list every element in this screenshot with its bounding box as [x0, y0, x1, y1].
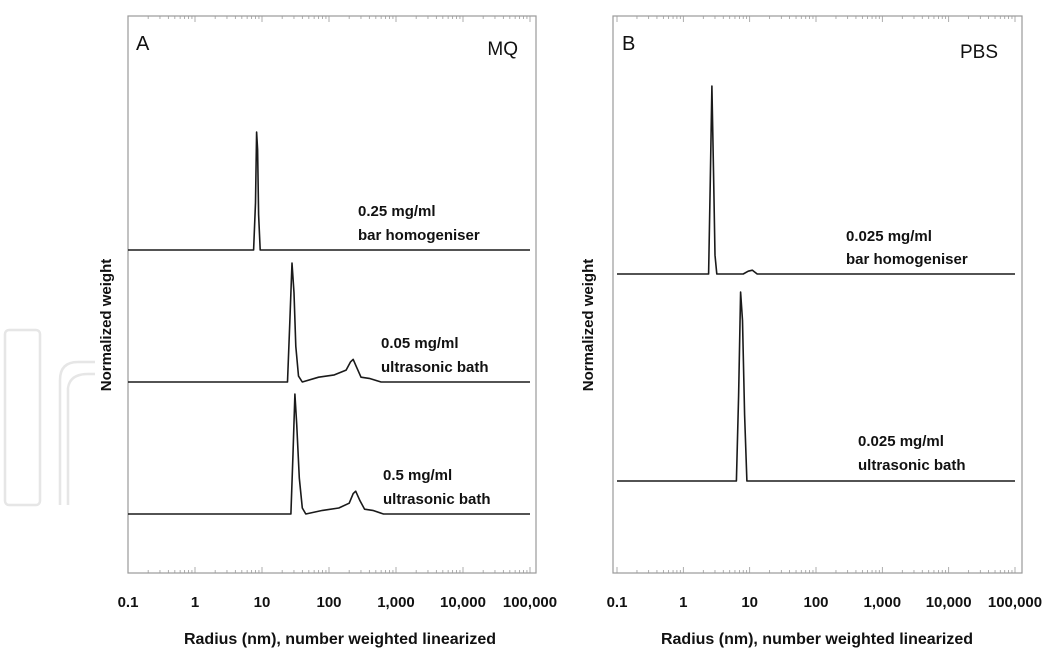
- panel-b-frame: [612, 15, 1023, 574]
- panel-a-letter: A: [136, 33, 150, 55]
- series-label-line: 0.025 mg/ml: [858, 433, 944, 450]
- panel-b-xlabel: Radius (nm), number weighted linearized: [661, 631, 973, 648]
- series-label-line: bar homogeniser: [358, 227, 480, 244]
- panel-a-ticks: [127, 16, 531, 573]
- panel-b-medium: PBS: [960, 42, 998, 63]
- series-trace: [128, 262, 530, 383]
- chart-marks: 0.1 1 10 100 1,000 10,000 100,000 0.25 mg/ml bar…: [118, 85, 1042, 611]
- panel-b-ticks: [616, 16, 1016, 573]
- x-tick-label: 1,000: [377, 594, 415, 611]
- watermark: [3, 328, 95, 507]
- x-tick-label: 1: [679, 594, 687, 611]
- x-tick-label: 0.1: [607, 594, 628, 611]
- x-tick-label: 100,000: [503, 594, 557, 611]
- x-tick-label: 1: [191, 594, 199, 611]
- x-tick-label: 10,000: [440, 594, 486, 611]
- panel-a-xlabel: Radius (nm), number weighted linearized: [184, 631, 496, 648]
- x-tick-label: 10,000: [926, 594, 972, 611]
- x-tick-label: 100: [803, 594, 828, 611]
- series-label-line: 0.05 mg/ml: [381, 335, 459, 352]
- panel-a-ylabel: Normalized weight: [98, 259, 115, 392]
- panel-b-ylabel: Normalized weight: [580, 259, 597, 392]
- panel-b-letter: B: [622, 33, 635, 55]
- x-tick-label: 10: [741, 594, 758, 611]
- x-tick-label: 0.1: [118, 594, 139, 611]
- series-trace: [128, 131, 530, 251]
- series-trace: [617, 85, 1015, 275]
- panel-a-frame: [127, 15, 537, 574]
- series-label-line: 0.025 mg/ml: [846, 228, 932, 245]
- x-tick-label: 100: [316, 594, 341, 611]
- series-trace: [617, 291, 1015, 482]
- series-trace: [128, 393, 530, 515]
- series-label-line: 0.5 mg/ml: [383, 467, 452, 484]
- x-tick-label: 1,000: [864, 594, 902, 611]
- series-label-line: ultrasonic bath: [858, 457, 966, 474]
- panel-a-medium: MQ: [487, 39, 518, 60]
- series-label-line: ultrasonic bath: [381, 359, 489, 376]
- series-label-line: 0.25 mg/ml: [358, 203, 436, 220]
- series-label-line: ultrasonic bath: [383, 491, 491, 508]
- x-tick-label: 100,000: [988, 594, 1042, 611]
- x-tick-label: 10: [254, 594, 271, 611]
- series-label-line: bar homogeniser: [846, 251, 968, 268]
